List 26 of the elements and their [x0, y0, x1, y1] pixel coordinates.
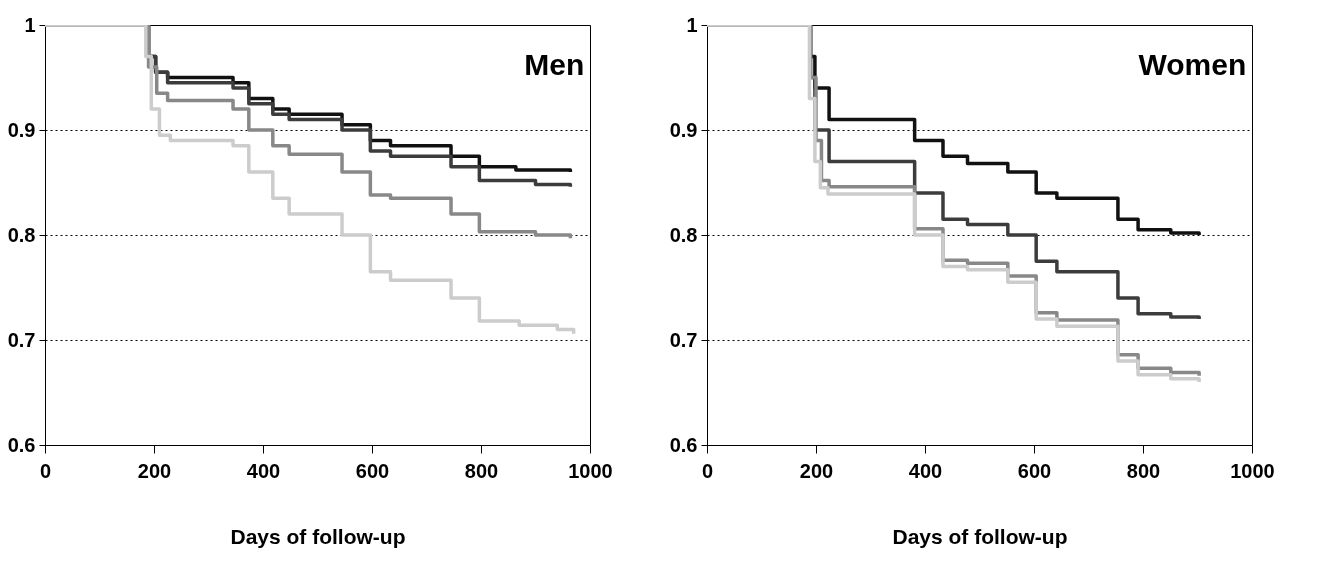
y-tick-label: 0.6 [669, 433, 698, 456]
y-tick-label: 0.8 [7, 223, 36, 246]
x-tick-label: 600 [355, 459, 390, 482]
x-tick-label: 200 [799, 459, 834, 482]
x-tick-label: 0 [39, 459, 52, 482]
x-tick-label: 800 [464, 459, 499, 482]
y-tick-label: 0.9 [669, 118, 698, 141]
text: Men [524, 48, 585, 81]
x-tick-label: 400 [908, 459, 943, 482]
y-tick-label: 0.9 [7, 118, 36, 141]
y-tick-label: 1 [686, 13, 698, 36]
x-tick-label: 1000 [1230, 459, 1275, 482]
x-tick-label: 0 [701, 459, 714, 482]
text: Women [1138, 48, 1247, 81]
x-axis-title: Days of follow-up [230, 524, 406, 548]
x-axis-title: Days of follow-up [892, 524, 1068, 548]
y-tick-label: 0.7 [669, 328, 698, 351]
x-tick-label: 200 [137, 459, 172, 482]
y-tick-label: 1 [24, 13, 36, 36]
x-tick-label: 400 [246, 459, 281, 482]
x-tick-label: 1000 [568, 459, 613, 482]
x-tick-label: 600 [1017, 459, 1052, 482]
y-tick-label: 0.8 [669, 223, 698, 246]
y-tick-label: 0.6 [7, 433, 36, 456]
x-tick-label: 800 [1126, 459, 1161, 482]
y-tick-label: 0.7 [7, 328, 36, 351]
